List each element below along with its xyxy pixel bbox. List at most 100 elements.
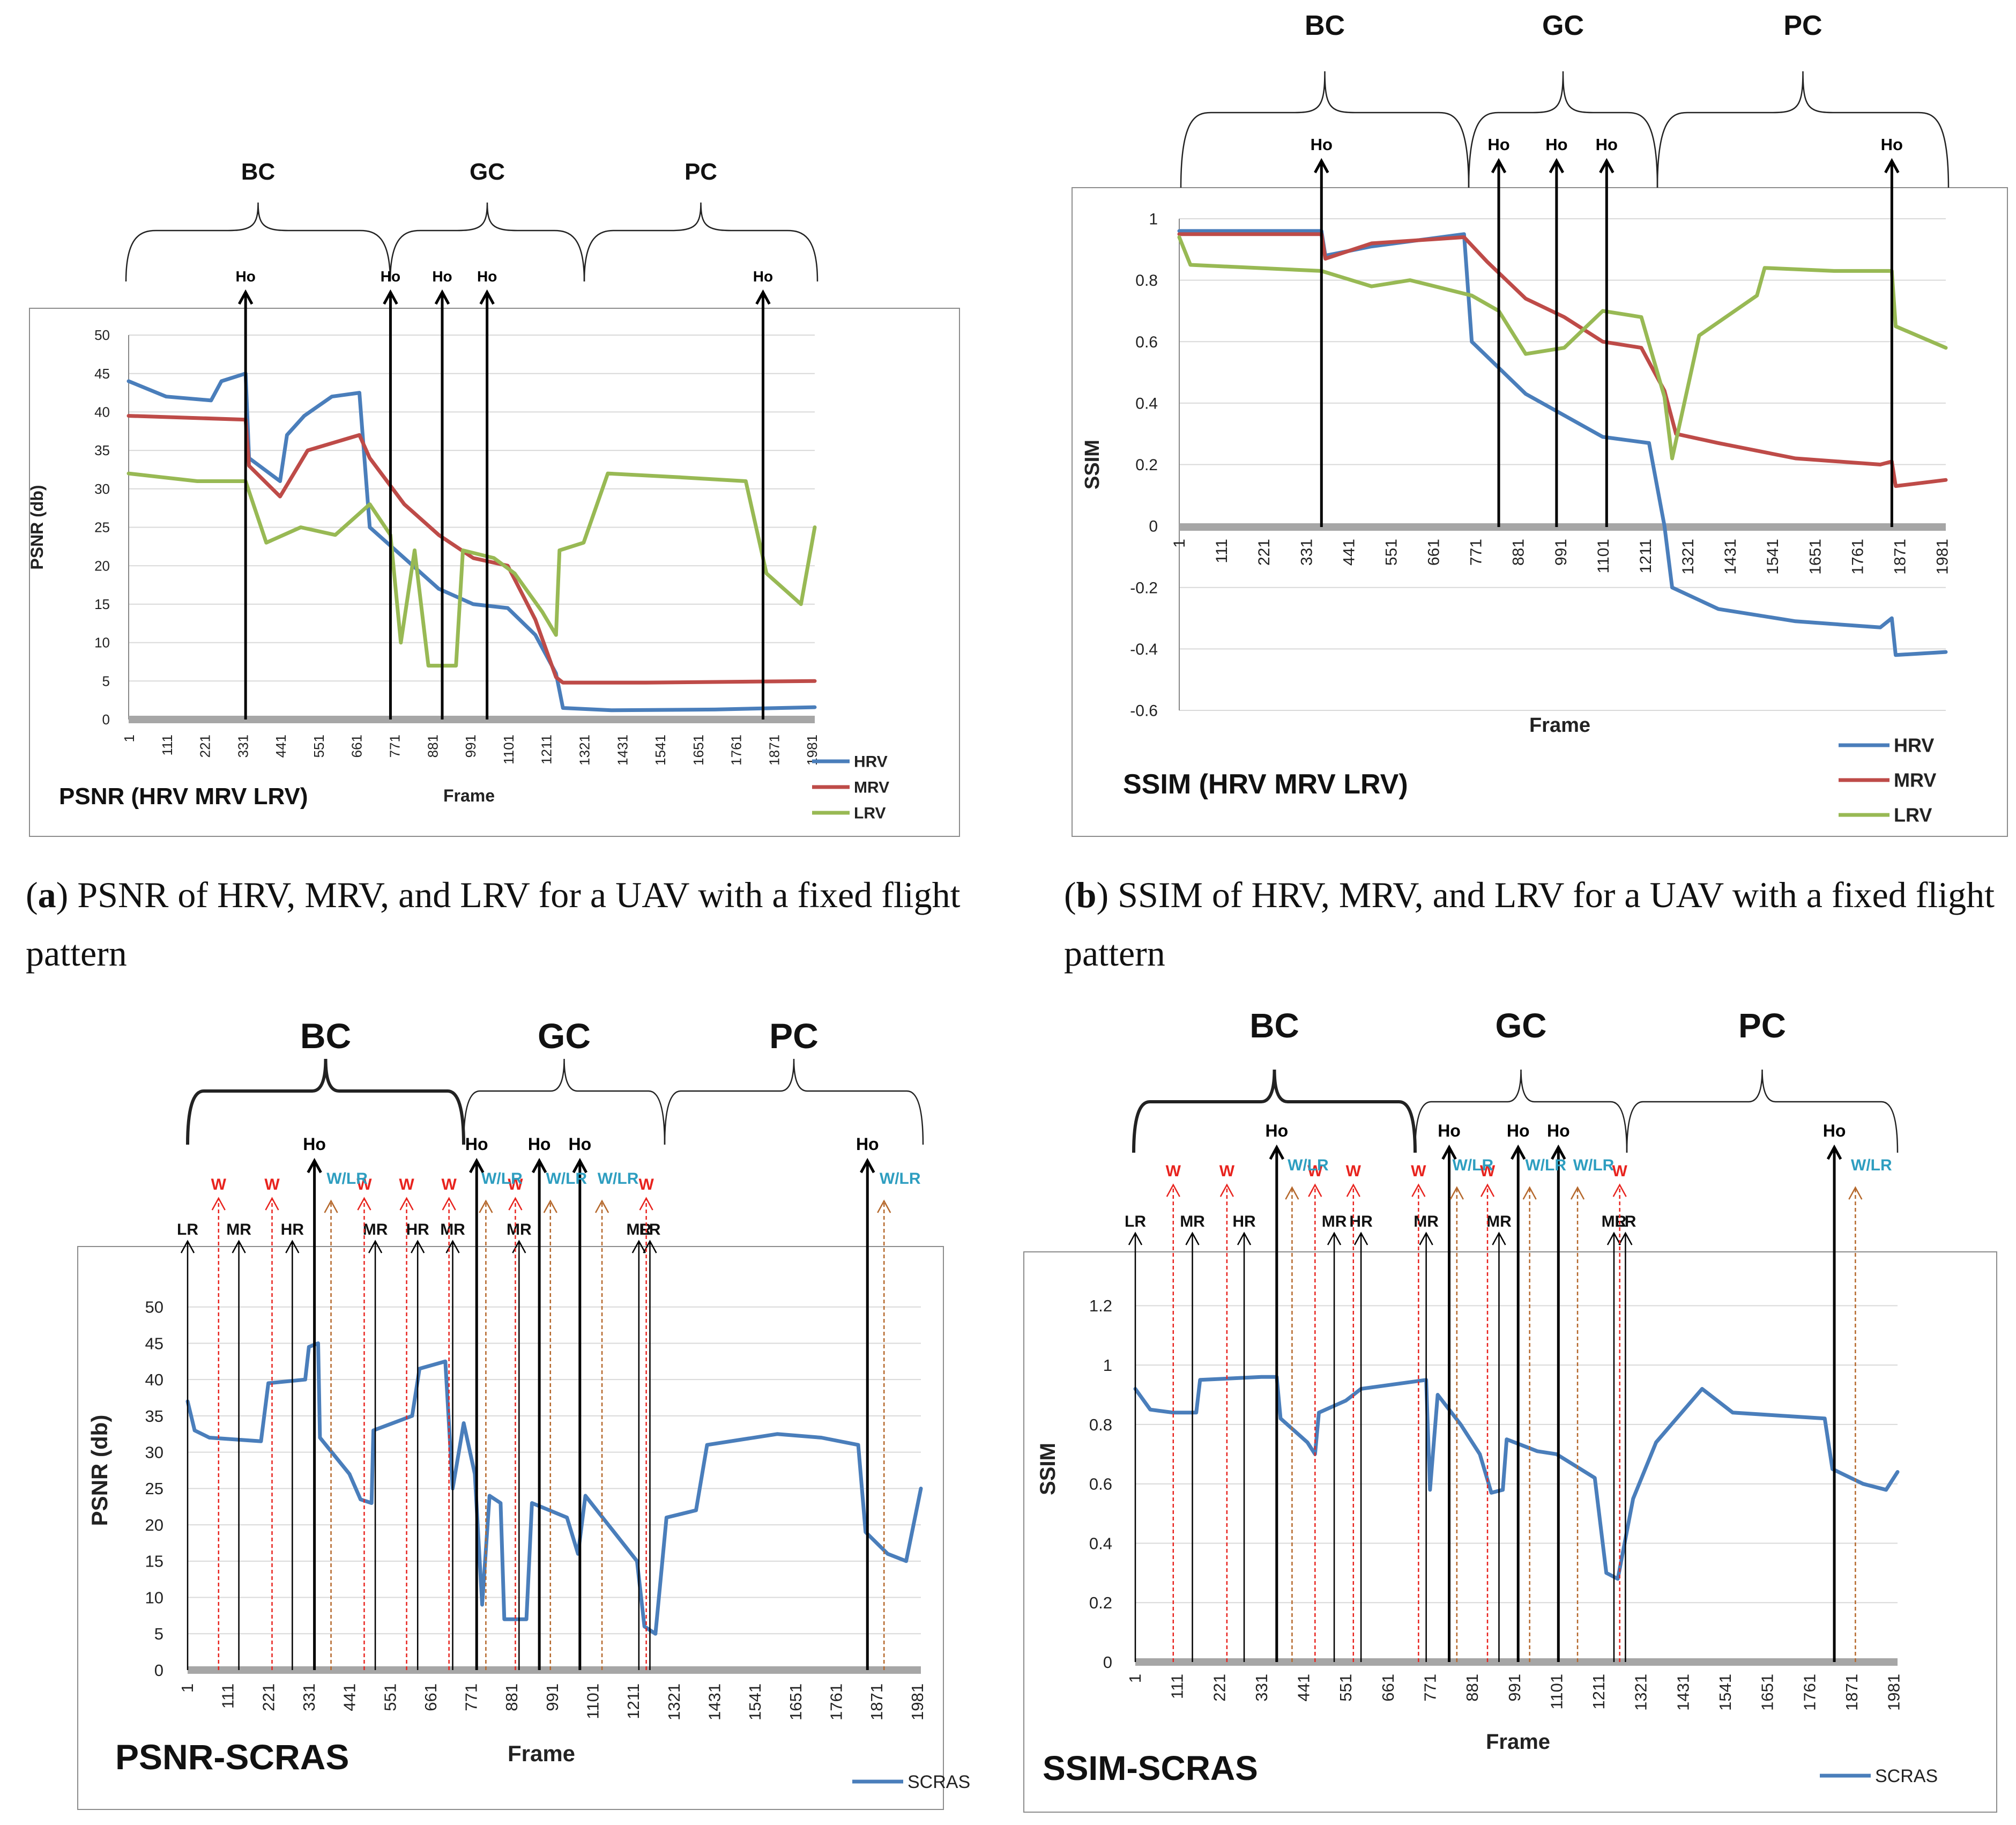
rate-marker-label: LR	[177, 1221, 198, 1238]
handover-label: Ho	[381, 268, 400, 285]
x-tick-label: 1321	[665, 1683, 683, 1720]
x-tick-label: 1541	[746, 1683, 764, 1720]
x-tick-label: 1	[1126, 1674, 1144, 1683]
rate-marker-arrowhead	[1185, 1231, 1200, 1245]
y-tick-label: 35	[145, 1407, 163, 1426]
handover-arrowhead	[434, 289, 450, 305]
y-tick-label: 50	[94, 327, 110, 343]
region-brace	[186, 1058, 465, 1145]
x-axis-title: Frame	[508, 1741, 575, 1766]
chart-d: 00.20.40.60.811.21 111 221 331 441 551 661 771 8…	[1023, 1006, 1997, 1813]
series-line-scras	[1133, 1375, 1900, 1581]
rate-marker-label: LR	[1125, 1213, 1146, 1230]
region-brace	[1414, 1069, 1628, 1153]
x-tick-label: 551	[1382, 539, 1400, 566]
handover-label: Ho	[465, 1134, 488, 1154]
x-tick-label: 1211	[539, 735, 555, 765]
rate-marker-label: MR	[1602, 1213, 1627, 1230]
w-marker-arrowhead	[508, 1197, 523, 1211]
x-tick-label: 771	[462, 1683, 481, 1711]
x-tick-label: 1211	[624, 1683, 643, 1719]
rate-marker-arrowhead	[411, 1240, 425, 1253]
series-line-lrv	[127, 471, 817, 668]
handover-label: Ho	[1487, 135, 1509, 154]
y-tick-label: -0.4	[1130, 641, 1158, 658]
x-tick-label: 331	[235, 735, 251, 758]
chart-b: -0.6-0.4-0.200.20.40.60.811 111 221 331 441 5…	[1072, 10, 2008, 837]
region-label: PC	[685, 159, 717, 185]
w-marker-arrowhead	[442, 1197, 456, 1211]
x-tick-label: 1	[178, 1683, 197, 1693]
chart-frame	[1072, 187, 2008, 837]
rate-marker-label: MR	[627, 1221, 652, 1238]
w-marker-label: W	[399, 1176, 414, 1193]
x-tick-label: 551	[311, 735, 327, 758]
wlr-marker-label: W/LR	[326, 1170, 368, 1188]
wlr-marker-arrowhead	[543, 1199, 557, 1213]
y-axis-title: PSNR (db)	[87, 1415, 112, 1526]
handover-label: Ho	[1265, 1121, 1288, 1140]
series-line-lrv	[1177, 235, 1948, 461]
region-brace	[1656, 71, 1950, 188]
x-tick-label: 1871	[766, 735, 782, 766]
y-tick-label: 10	[145, 1588, 163, 1607]
x-tick-label: 1981	[1885, 1674, 1903, 1711]
rate-marker-arrowhead	[1237, 1231, 1252, 1245]
y-tick-label: 45	[94, 366, 110, 382]
x-tick-label: 1871	[1891, 539, 1909, 575]
x-tick-label: 661	[1379, 1674, 1397, 1702]
region-label: GC	[1542, 10, 1584, 41]
y-tick-label: 0	[154, 1661, 163, 1680]
chart-title: PSNR (HRV MRV LRV)	[59, 783, 308, 810]
x-tick-label: 331	[1298, 539, 1315, 566]
series-line-hrv	[1177, 229, 1948, 657]
x-tick-label: 881	[425, 735, 441, 758]
x-tick-label: 1871	[867, 1683, 886, 1720]
rate-marker-arrowhead	[631, 1240, 646, 1253]
x-tick-label: 1101	[501, 735, 517, 765]
x-tick-label: 441	[340, 1683, 359, 1711]
rate-marker-label: MR	[226, 1221, 251, 1238]
x-tick-label: 1541	[1764, 539, 1782, 575]
region-brace	[463, 1058, 666, 1145]
w-marker-label: W	[1612, 1162, 1628, 1180]
x-tick-label: 1211	[1589, 1674, 1608, 1710]
w-marker-label: W	[356, 1176, 372, 1193]
x-tick-label: 881	[1510, 539, 1528, 566]
x-axis-title: Frame	[1529, 714, 1590, 737]
handover-arrowhead	[307, 1158, 322, 1174]
x-tick-label: 771	[1420, 1674, 1439, 1702]
x-tick-label: 1871	[1842, 1674, 1861, 1711]
rate-marker-label: MR	[440, 1221, 465, 1238]
y-tick-label: 25	[145, 1479, 163, 1498]
y-tick-label: 1.2	[1089, 1296, 1112, 1315]
w-marker-arrowhead	[1346, 1183, 1360, 1197]
x-tick-label: 441	[1340, 539, 1358, 566]
handover-arrowhead	[1551, 1144, 1566, 1160]
legend-label: HRV	[854, 753, 888, 771]
handover-arrowhead	[237, 289, 254, 305]
handover-label: Ho	[1596, 135, 1618, 154]
wlr-marker-label: W/LR	[598, 1170, 639, 1188]
x-tick-label: 221	[1210, 1674, 1229, 1702]
x-tick-label: 1101	[1547, 1674, 1566, 1710]
region-label: BC	[300, 1016, 351, 1056]
legend-label: MRV	[1894, 769, 1936, 791]
handover-label: Ho	[432, 268, 452, 285]
legend-label: LRV	[854, 805, 886, 822]
chart-title: PSNR-SCRAS	[115, 1737, 349, 1777]
x-tick-label: 661	[421, 1683, 440, 1711]
series-line-mrv	[1177, 232, 1948, 488]
x-tick-label: 1981	[908, 1683, 927, 1720]
w-marker-arrowhead	[1308, 1183, 1322, 1197]
wlr-marker-arrowhead	[1848, 1186, 1863, 1200]
y-tick-label: 0.6	[1089, 1475, 1112, 1494]
rate-marker-label: HR	[1232, 1213, 1256, 1230]
handover-label: Ho	[1547, 1121, 1570, 1140]
wlr-marker-label: W/LR	[1851, 1156, 1892, 1174]
handover-arrowhead	[1884, 158, 1900, 174]
x-tick-label: 991	[1505, 1674, 1524, 1702]
y-tick-label: 0	[1149, 518, 1158, 536]
